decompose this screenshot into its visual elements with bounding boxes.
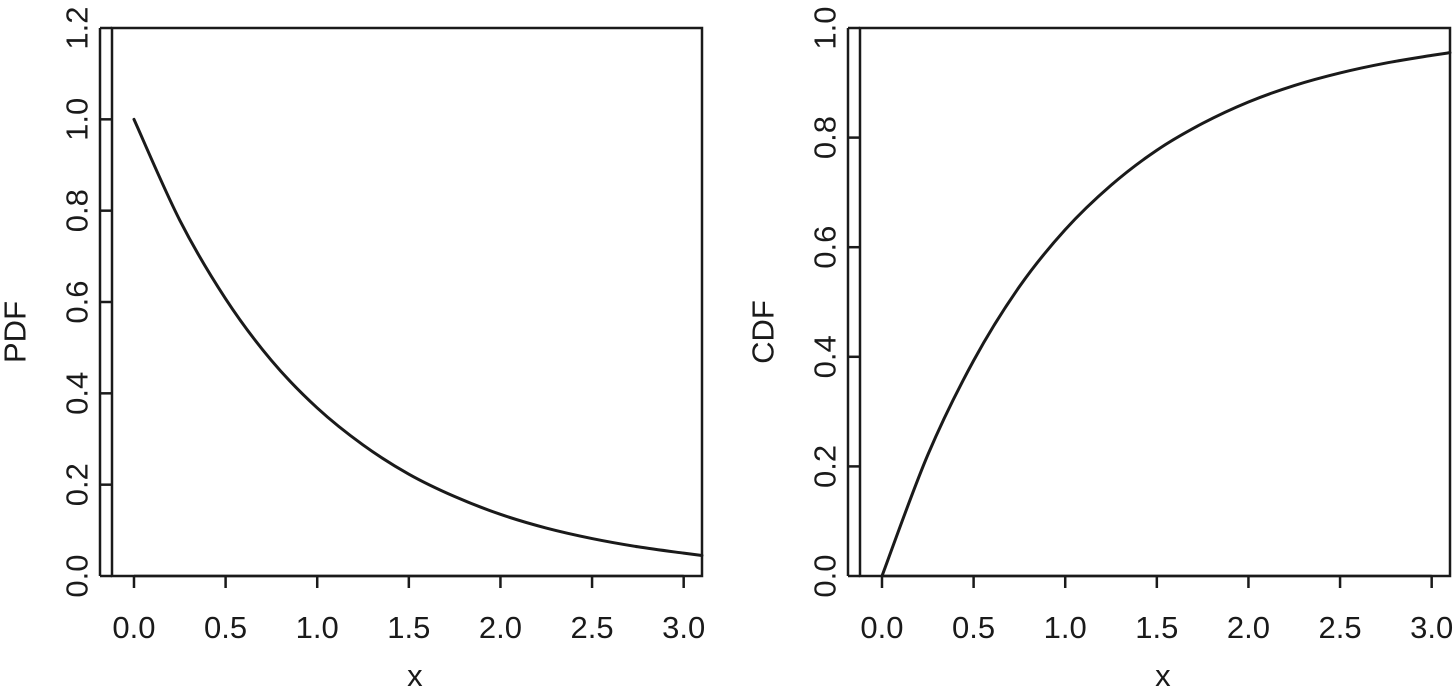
pdf-y-tick-label: 0.8: [60, 189, 95, 232]
cdf-y-tick-label: 0.4: [808, 335, 843, 378]
pdf-y-tick-label: 1.2: [60, 6, 95, 49]
cdf-x-tick-label: 2.5: [1319, 610, 1362, 645]
cdf-x-tick-label: 1.0: [1044, 610, 1087, 645]
pdf-x-tick-label: 1.5: [387, 610, 430, 645]
pdf-x-tick-label: 0.0: [112, 610, 155, 645]
cdf-y-tick-label: 1.0: [808, 6, 843, 49]
pdf-y-axis-title: PDF: [0, 301, 33, 363]
pdf-y-tick-label: 0.2: [60, 463, 95, 506]
cdf-y-tick-label: 0.6: [808, 226, 843, 269]
cdf-x-tick-label: 3.0: [1410, 610, 1453, 645]
pdf-x-axis-title: x: [407, 658, 423, 688]
cdf-y-tick-label: 0.2: [808, 445, 843, 488]
cdf-x-tick-label: 1.5: [1135, 610, 1178, 645]
pdf-y-tick-label: 0.4: [60, 372, 95, 415]
pdf-curve-line: [132, 117, 704, 557]
cdf-chart-panel: 0.0 0.5 1.0 1.5 2.0 2.5 3.0 0.0 0.2 0.4 0.6 0.8 1.0 x…: [746, 6, 1454, 688]
pdf-x-tick-label: 3.0: [662, 610, 705, 645]
pdf-y-tick-label: 1.0: [60, 98, 95, 141]
pdf-y-tick-label: 0.6: [60, 280, 95, 323]
cdf-y-axis-title: CDF: [746, 300, 781, 364]
cdf-x-tick-label: 0.5: [952, 610, 995, 645]
pdf-chart-panel: 0.0 0.5 1.0 1.5 2.0 2.5 3.0 0.0 0.2 0.4 0.6 0.8 1.0 1…: [0, 6, 705, 688]
cdf-y-tick-label: 0.8: [808, 116, 843, 159]
pdf-x-tick-label: 2.0: [479, 610, 522, 645]
pdf-x-tick-label: 0.5: [204, 610, 247, 645]
pdf-y-tick-label: 0.0: [60, 554, 95, 597]
cdf-curve-line: [880, 51, 1452, 578]
cdf-x-tick-label: 0.0: [860, 610, 903, 645]
cdf-x-tick-label: 2.0: [1227, 610, 1270, 645]
pdf-x-tick-label: 2.5: [571, 610, 614, 645]
cdf-x-axis-title: x: [1155, 658, 1171, 688]
pdf-plot-frame: [110, 26, 704, 578]
cdf-plot-frame: [858, 26, 1452, 578]
cdf-y-tick-label: 0.0: [808, 554, 843, 597]
pdf-x-tick-label: 1.0: [296, 610, 339, 645]
